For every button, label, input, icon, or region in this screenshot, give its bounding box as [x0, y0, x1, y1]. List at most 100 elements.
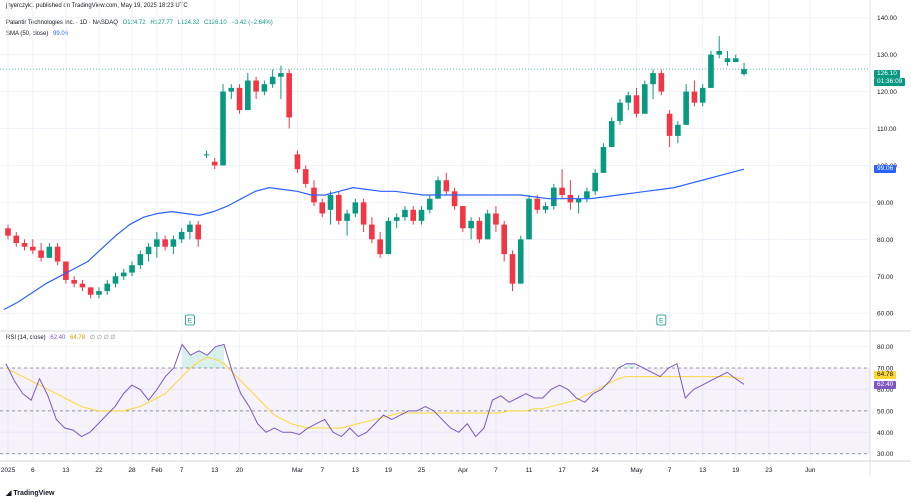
candle-body	[699, 87, 706, 103]
candle-body	[129, 265, 135, 273]
sma-legend[interactable]: SMA (50, close) 99.06	[6, 31, 71, 37]
candle-body	[253, 80, 259, 92]
candle-body	[120, 272, 127, 277]
candle-body	[732, 58, 739, 63]
candle-body	[600, 146, 607, 173]
candle-body	[443, 180, 450, 192]
candle-body	[30, 246, 36, 251]
candle	[542, 202, 549, 214]
candle	[294, 150, 301, 173]
time-tick-label: 7	[494, 467, 498, 474]
time-tick-label: 6	[31, 467, 35, 474]
candle	[38, 243, 44, 262]
candle-body	[46, 246, 53, 258]
time-tick-label: 11	[526, 467, 533, 474]
candle	[178, 228, 185, 244]
price-tick-label: 90.00	[877, 200, 894, 207]
candle	[170, 235, 177, 255]
candle	[584, 187, 590, 203]
candle	[567, 180, 574, 210]
ohlc-legend[interactable]: Palantir Technologies Inc. · 1D · NASDAQ…	[6, 20, 276, 26]
rsi-lines-layer	[5, 343, 745, 438]
candle-body	[418, 209, 425, 221]
candle	[393, 213, 400, 229]
price-tick-label: 70.00	[877, 274, 894, 281]
candle	[311, 180, 317, 207]
candle-body	[344, 213, 350, 221]
time-tick-label: 25	[418, 467, 426, 474]
candle	[269, 69, 276, 88]
candle	[501, 220, 507, 262]
rsi-tick-label: 70.00	[877, 366, 894, 373]
candle	[724, 50, 731, 66]
candle	[460, 206, 466, 232]
candle	[675, 121, 681, 144]
candle-body	[170, 239, 177, 247]
rsi-axis: 30.00 40.00 50.00 60.00 70.00 80.00	[877, 344, 894, 458]
candle	[691, 80, 698, 107]
candle	[211, 158, 218, 170]
candle-body	[385, 220, 392, 255]
time-tick-label: Mar	[292, 467, 304, 474]
candle	[534, 195, 541, 214]
time-tick-label: 23	[765, 467, 773, 474]
candle	[13, 231, 20, 247]
tradingview-logo[interactable]: ◢ TradingView	[6, 489, 54, 497]
candle	[286, 69, 292, 129]
candle-body	[691, 91, 698, 103]
rsi-legend[interactable]: RSI (14, close) 62.40 64.78 ∅ ∅ ∅ ∅	[6, 334, 119, 341]
candle-body	[393, 217, 400, 221]
candle	[608, 117, 615, 147]
candle	[360, 198, 367, 232]
time-tick-label: 13	[699, 467, 707, 474]
candle-body	[54, 246, 61, 262]
candle	[468, 217, 474, 240]
symbol-title: Palantir Technologies Inc. · 1D · NASDAQ	[6, 20, 118, 26]
price-tick-label: 80.00	[877, 237, 894, 244]
price-tick-label: 140.00	[877, 15, 897, 22]
candle-body	[178, 231, 185, 240]
candle-body	[96, 291, 102, 295]
candle	[327, 191, 334, 225]
last-price-badge: 126.10	[874, 70, 900, 78]
candle-body	[286, 73, 292, 118]
time-tick-label: 7	[320, 467, 324, 474]
candle-body	[410, 209, 417, 221]
candle	[617, 98, 623, 125]
candle	[71, 276, 77, 288]
rsi-overbought-fill	[6, 344, 677, 368]
candle	[137, 250, 144, 269]
rsi-value: 62.40	[50, 335, 66, 341]
candle-body	[154, 239, 160, 247]
time-tick-label: 22	[95, 467, 103, 474]
candle-body	[220, 91, 226, 166]
candle	[336, 191, 342, 225]
price-tick-label: 120.00	[877, 89, 897, 96]
candle-body	[608, 121, 615, 147]
time-tick-label: 13	[352, 467, 360, 474]
time-tick-label: May	[630, 467, 643, 474]
candle	[385, 217, 392, 255]
rsi-label: RSI (14, close)	[6, 335, 46, 341]
candle-body	[79, 283, 86, 288]
candle-body	[162, 239, 168, 247]
candle-body	[476, 220, 483, 240]
time-tick-label: 2025	[1, 467, 16, 474]
candle	[261, 80, 268, 96]
time-tick-label: 19	[385, 467, 393, 474]
rsi-line	[5, 343, 745, 438]
candle-body	[63, 261, 69, 280]
candle-body	[228, 87, 235, 92]
time-tick-label: 24	[592, 467, 600, 474]
candle	[575, 195, 582, 214]
candle-body	[641, 84, 648, 114]
candle	[129, 261, 135, 277]
candle-body	[666, 113, 673, 136]
close-value: C126.10	[204, 20, 227, 26]
time-tick-label: 17	[558, 467, 566, 474]
candle-body	[517, 239, 524, 284]
candle-body	[584, 191, 590, 199]
candle-body	[245, 80, 251, 111]
candle	[641, 80, 648, 114]
